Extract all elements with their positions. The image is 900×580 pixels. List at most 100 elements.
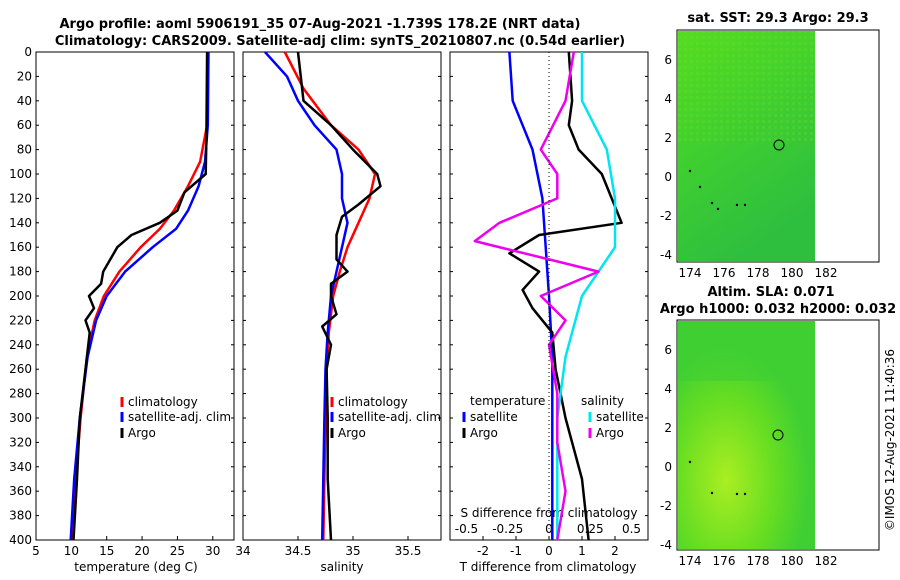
salinity-axes — [242, 51, 442, 541]
depth-tick-label: 140 — [9, 216, 32, 230]
sla-argo-location-marker — [772, 429, 784, 441]
map-x-tick-label: 176 — [713, 554, 736, 568]
legend-label-t-argo: Argo — [470, 426, 498, 440]
salinity-x-tick-label: 34.5 — [285, 544, 312, 558]
difference-x-tick-label: 0 — [545, 544, 553, 558]
temperature-series-climatology — [70, 51, 210, 541]
depth-tick-label: 320 — [9, 435, 32, 449]
depth-tick-label: 0 — [24, 45, 32, 59]
sst-texture — [678, 31, 815, 141]
title-line1: Argo profile: aoml 5906191_35 07-Aug-202… — [60, 17, 581, 32]
map-x-tick-label: 174 — [679, 554, 702, 568]
x-ticks: 5 10 15 20 25 30 34 34.5 35 35.5 -2 -1 0 1 2 -0.5 -0.25 0… — [32, 522, 641, 558]
island — [698, 185, 702, 189]
island — [688, 169, 692, 173]
map-y-tick-label: 6 — [664, 343, 672, 357]
sla-map-title1: Altim. SLA: 0.071 — [708, 285, 835, 300]
map-x-tick-label: 182 — [815, 554, 838, 568]
island — [688, 460, 692, 464]
salinity-x-tick-label: 35 — [345, 544, 360, 558]
temperature-x-tick-label: 25 — [170, 544, 185, 558]
temperature-x-tick-label: 5 — [32, 544, 40, 558]
depth-tick-label: 200 — [9, 289, 32, 303]
depth-tick-label: 220 — [9, 313, 32, 327]
temperature-x-tick-label: 20 — [134, 544, 149, 558]
depth-tick-label: 40 — [17, 94, 32, 108]
difference-series-salinity-satellite — [556, 52, 617, 540]
temperature-axes — [35, 51, 235, 541]
island — [743, 492, 747, 496]
depth-tick-label: 380 — [9, 509, 32, 523]
depth-tick-label: 100 — [9, 167, 32, 181]
depth-tick-label: 260 — [9, 362, 32, 376]
map-y-tick-label: 2 — [664, 131, 672, 145]
salinity-xlabel: salinity — [320, 560, 363, 574]
temperature-legend: climatology satellite-adj. clim Argo — [120, 395, 231, 440]
map-x-tick-label: 178 — [747, 554, 770, 568]
depth-tick-label: 300 — [9, 411, 32, 425]
map-y-tick-label: 2 — [664, 421, 672, 435]
salinity-x-tick-label: 35.5 — [395, 544, 422, 558]
map-y-tick-label: -4 — [660, 538, 672, 552]
legend-label-satellite: satellite-adj. clim — [338, 410, 441, 424]
legend-label-t-satellite: satellite — [470, 410, 518, 424]
depth-tick-label: 80 — [17, 143, 32, 157]
depth-axis: 0 20 40 60 80 100 120 140 160 180 200 220 240 260 280 3… — [9, 45, 648, 547]
sla-map-ticks: 174 176 178 180 182 6 4 2 0 -2 -4 — [660, 343, 837, 568]
temperature-series-argo — [72, 51, 209, 541]
legend-label-climatology: climatology — [338, 395, 408, 409]
difference-series-temperature-argo — [508, 51, 623, 541]
map-y-tick-label: 4 — [664, 92, 672, 106]
legend-header-temperature: temperature — [470, 394, 545, 408]
title-line2: Climatology: CARS2009. Satellite-adj cli… — [55, 34, 625, 49]
depth-tick-label: 20 — [17, 69, 32, 83]
sla-low-band — [678, 321, 815, 381]
depth-tick-label: 360 — [9, 484, 32, 498]
island — [710, 491, 714, 495]
depth-tick-label: 280 — [9, 387, 32, 401]
island — [716, 207, 720, 211]
depth-tick-label: 180 — [9, 265, 32, 279]
t-difference-xlabel: T difference from climatology — [459, 560, 637, 574]
salinity-series-satellite-adj-clim — [264, 51, 349, 541]
s-diff-tick-label: -0.25 — [492, 522, 523, 536]
difference-series-salinity-argo — [473, 51, 600, 541]
island — [710, 201, 714, 205]
salinity-series-argo — [296, 51, 382, 541]
legend-label-satellite: satellite-adj. clim — [128, 410, 231, 424]
difference-x-tick-label: 1 — [578, 544, 586, 558]
map-y-tick-label: 0 — [664, 170, 672, 184]
s-diff-tick-label: -0.5 — [455, 522, 478, 536]
legend-label-argo: Argo — [338, 426, 366, 440]
difference-x-tick-label: -2 — [477, 544, 489, 558]
difference-x-tick-label: -1 — [510, 544, 522, 558]
sla-islands — [688, 460, 747, 496]
depth-tick-label: 240 — [9, 338, 32, 352]
salinity-x-tick-label: 34 — [235, 544, 250, 558]
map-y-tick-label: -2 — [660, 209, 672, 223]
difference-legend: temperature satellite Argo salinity sate… — [462, 394, 644, 440]
island — [735, 203, 739, 207]
map-y-tick-label: 4 — [664, 382, 672, 396]
map-x-tick-label: 180 — [781, 266, 804, 280]
sst-map-ticks: 174 176 178 180 182 6 4 2 0 -2 -4 — [660, 53, 837, 280]
depth-tick-label: 160 — [9, 240, 32, 254]
island — [743, 203, 747, 207]
legend-label-s-argo: Argo — [596, 426, 624, 440]
map-x-tick-label: 180 — [781, 554, 804, 568]
temperature-xlabel: temperature (deg C) — [74, 560, 197, 574]
sst-map-title: sat. SST: 29.3 Argo: 29.3 — [687, 11, 868, 26]
depth-tick-label: 400 — [9, 533, 32, 547]
map-y-tick-label: -4 — [660, 248, 672, 262]
legend-label-climatology: climatology — [128, 395, 198, 409]
imos-credit: ©IMOS 12-Aug-2021 11:40:36 — [883, 349, 897, 531]
temperature-series-satellite-adj-clim — [69, 51, 210, 541]
difference-x-tick-label: 2 — [611, 544, 619, 558]
s-diff-tick-label: 0.25 — [577, 522, 604, 536]
sla-map-title2: Argo h1000: 0.032 h2000: 0.032 — [660, 302, 896, 317]
legend-header-salinity: salinity — [581, 394, 624, 408]
s-diff-tick-label: 0.5 — [622, 522, 641, 536]
depth-tick-label: 120 — [9, 191, 32, 205]
map-x-tick-label: 174 — [679, 266, 702, 280]
